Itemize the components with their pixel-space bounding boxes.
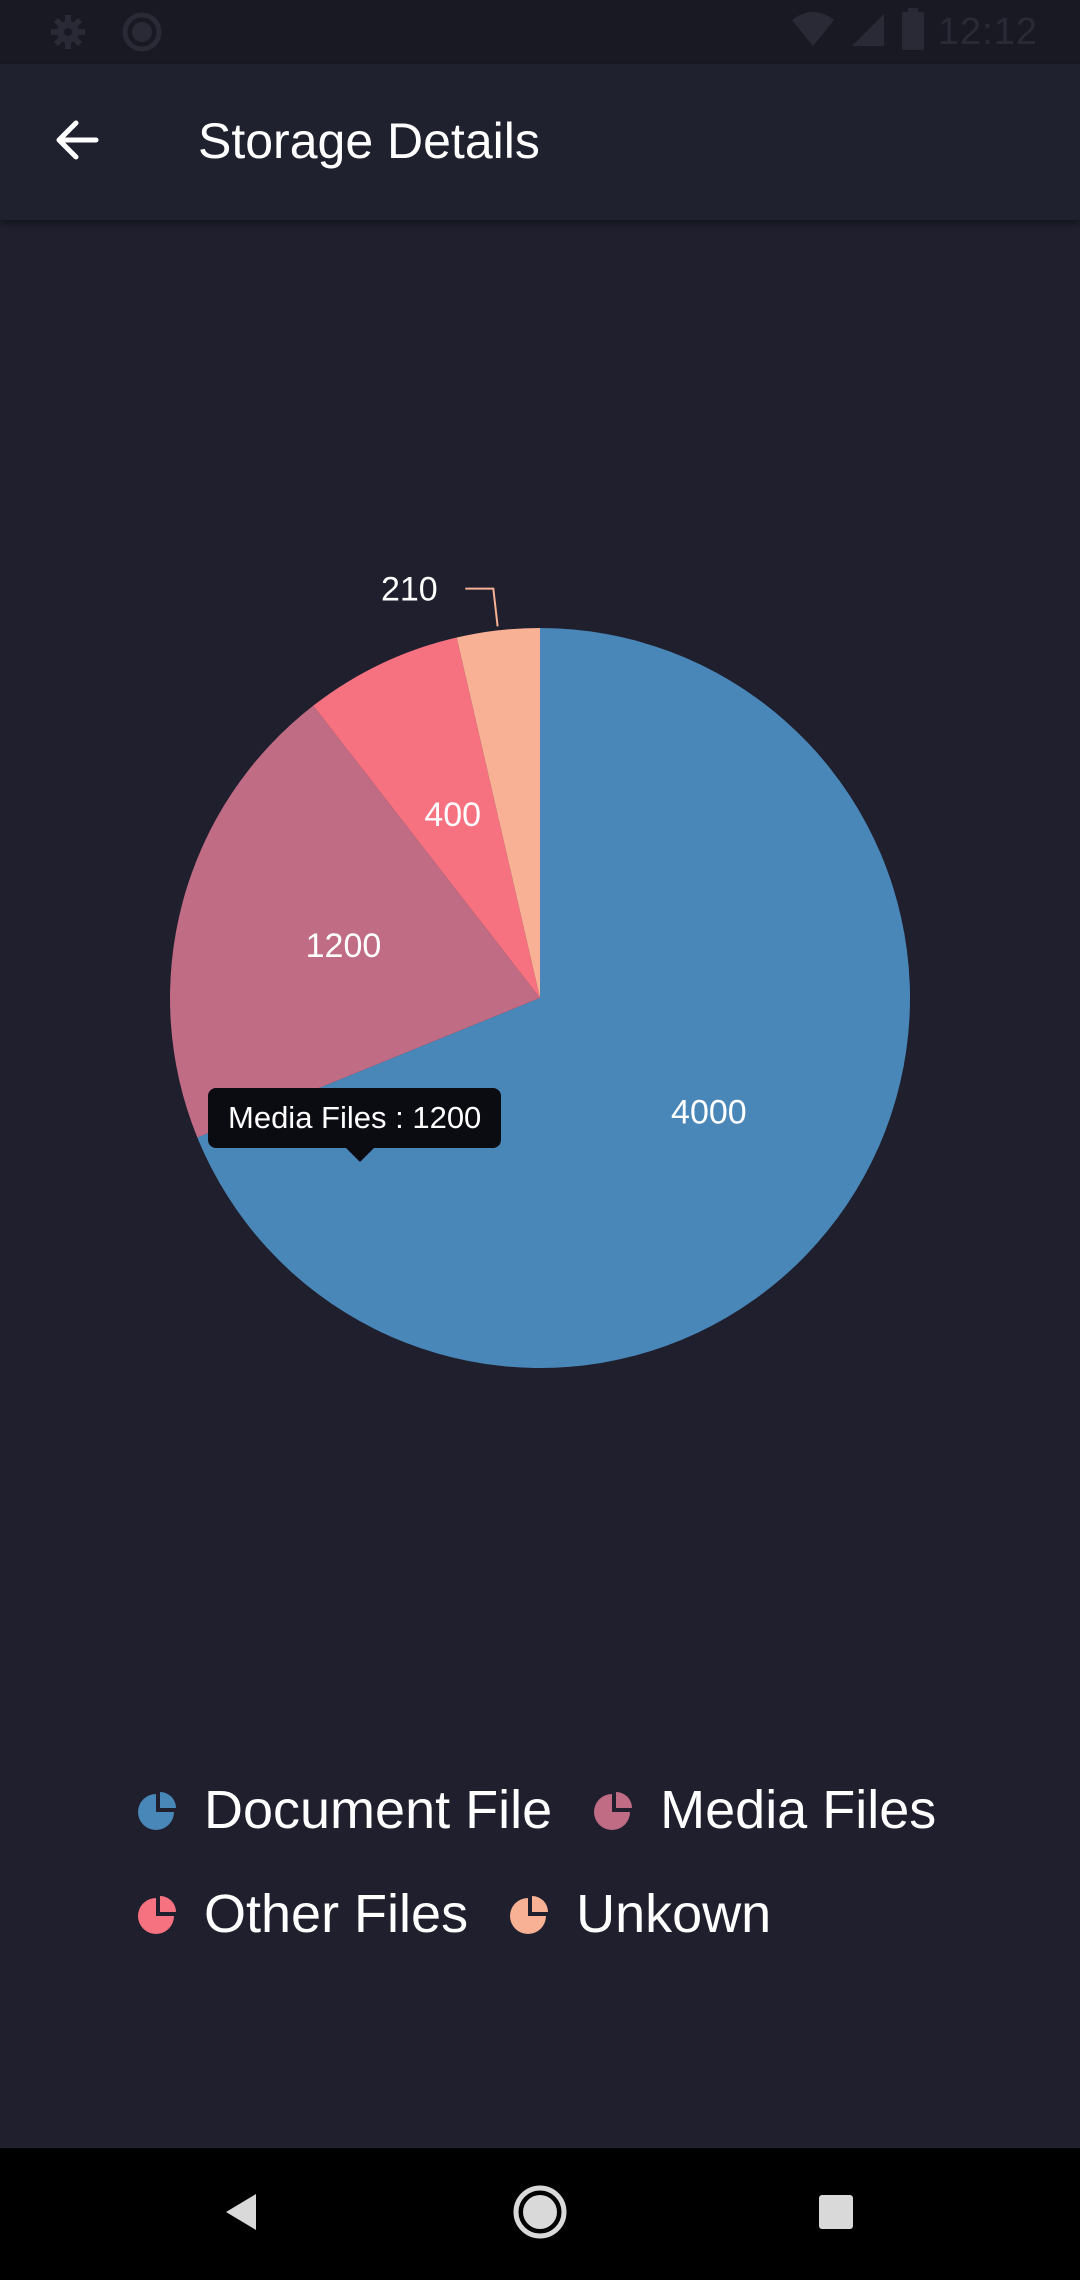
chart-tooltip: Media Files : 1200 <box>208 1088 501 1148</box>
legend-label: Media Files <box>660 1779 936 1841</box>
legend-pie-wedge <box>160 1896 176 1912</box>
square-recents-icon <box>816 2192 856 2237</box>
chart-legend: Document File Media Files Other Files Un… <box>138 1758 998 1966</box>
leader-line <box>465 589 497 627</box>
status-right: 12:12 <box>790 8 1038 57</box>
data-label: 1200 <box>306 927 382 965</box>
pie-legend-icon <box>510 1894 550 1934</box>
legend-item-document-file[interactable]: Document File <box>138 1779 552 1841</box>
status-bar: 12:12 <box>0 0 1080 64</box>
data-label: 210 <box>381 571 438 609</box>
legend-row: Other Files Unkown <box>138 1862 998 1966</box>
navigation-bar <box>0 2148 1080 2280</box>
back-button[interactable] <box>36 102 116 182</box>
arrow-left-icon <box>50 114 102 171</box>
nav-back-button[interactable] <box>210 2182 274 2246</box>
circle-home-icon <box>512 2184 568 2245</box>
pie-legend-icon <box>594 1790 634 1830</box>
data-label: 400 <box>424 796 481 834</box>
page-title: Storage Details <box>198 112 540 170</box>
wifi-icon <box>790 10 836 55</box>
circle-status-icon <box>122 12 162 57</box>
legend-label: Document File <box>204 1779 552 1841</box>
settings-gear-icon <box>48 12 88 57</box>
legend-row: Document File Media Files <box>138 1758 998 1862</box>
status-time: 12:12 <box>938 11 1038 54</box>
legend-label: Unkown <box>576 1883 771 1945</box>
data-label: 4000 <box>671 1094 747 1132</box>
signal-icon <box>848 10 888 55</box>
pie-legend-icon <box>138 1790 178 1830</box>
legend-item-other-files[interactable]: Other Files <box>138 1883 468 1945</box>
pie-chart-svg: 4000 1200 400 210 <box>0 220 1080 1640</box>
nav-home-button[interactable] <box>508 2182 572 2246</box>
nav-recents-button[interactable] <box>804 2182 868 2246</box>
legend-pie-wedge <box>616 1792 632 1808</box>
app-bar: Storage Details <box>0 64 1080 220</box>
legend-pie-wedge <box>532 1896 548 1912</box>
legend-item-unkown[interactable]: Unkown <box>510 1883 771 1945</box>
legend-label: Other Files <box>204 1883 468 1945</box>
battery-icon <box>900 8 926 57</box>
legend-pie-wedge <box>160 1792 176 1808</box>
triangle-back-icon <box>220 2190 264 2239</box>
pie-legend-icon <box>138 1894 178 1934</box>
status-left <box>48 12 162 57</box>
legend-item-media-files[interactable]: Media Files <box>594 1779 936 1841</box>
pie-chart: 4000 1200 400 210 Media Files : 1200 <box>0 220 1080 1640</box>
